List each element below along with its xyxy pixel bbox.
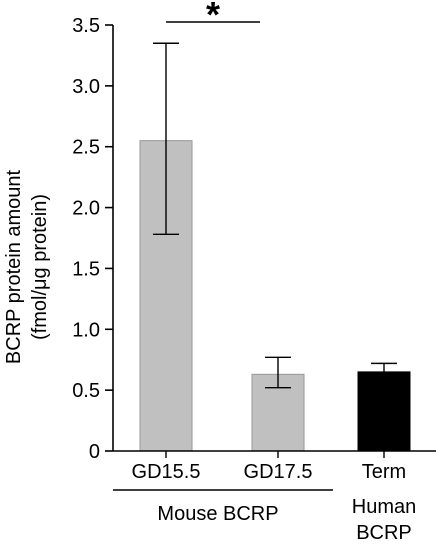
significance-mark: * [206, 0, 220, 35]
y-tick-label: 1.5 [72, 258, 100, 280]
bar-term [357, 371, 411, 452]
y-tick-label: 2.0 [72, 198, 100, 220]
y-tick-label: 3.5 [72, 15, 100, 37]
human-group-label-line-1: Human [352, 496, 416, 518]
error-bars [153, 42, 397, 389]
category-label: GD15.5 [132, 461, 201, 483]
y-tick-label: 1.0 [72, 319, 100, 341]
y-axis-title-line-1: BCRP protein amount [3, 169, 25, 364]
y-tick-label: 0 [89, 441, 100, 463]
category-label: Term [362, 461, 406, 483]
y-axis-title: BCRP protein amount (fmol/μg protein) [3, 169, 51, 364]
category-label: GD17.5 [244, 461, 313, 483]
y-tick-label: 0.5 [72, 380, 100, 402]
bars [139, 140, 411, 452]
y-axis-title-line-2: (fmol/μg protein) [29, 194, 51, 340]
y-tick-label: 3.0 [72, 76, 100, 98]
category-labels: GD15.5 GD17.5 Term [132, 451, 406, 483]
mouse-group-label: Mouse BCRP [157, 503, 278, 525]
human-group-label-line-2: BCRP [356, 522, 412, 544]
y-tick-label: 2.5 [72, 137, 100, 159]
y-axis-ticks: 0 0.5 1.0 1.5 2.0 2.5 3.0 3.5 [72, 15, 113, 463]
